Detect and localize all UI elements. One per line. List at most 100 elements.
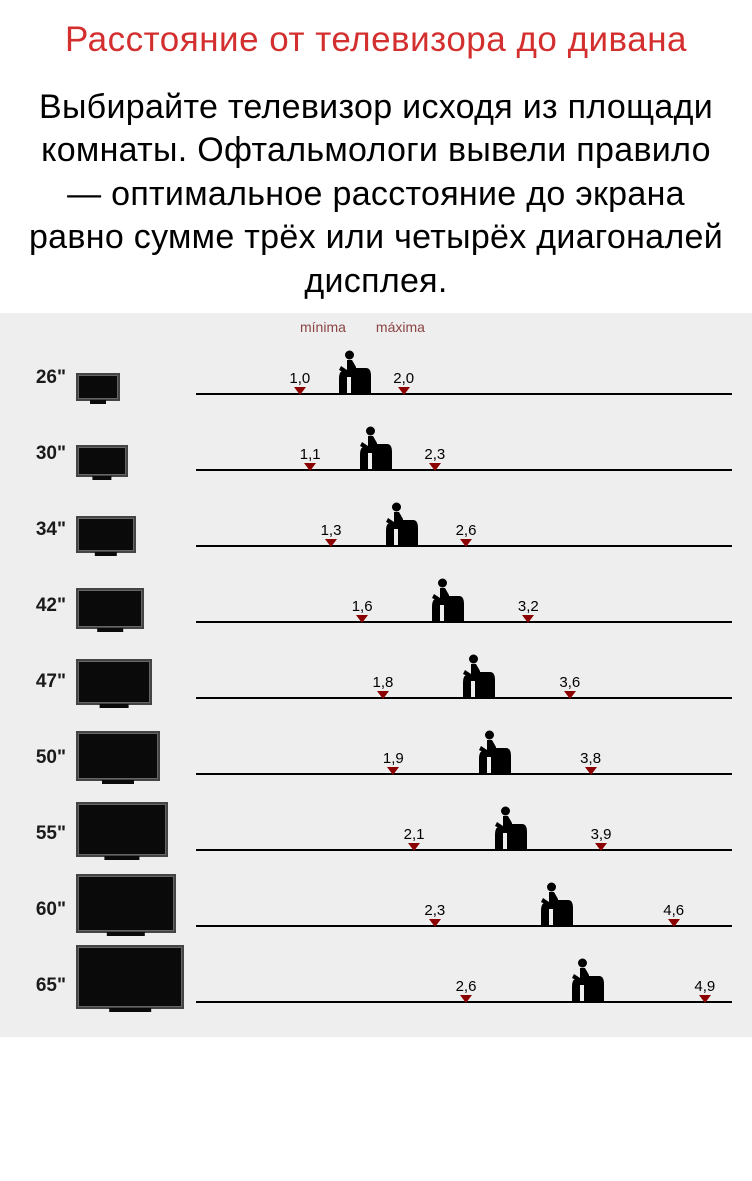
chart-row: 30" 1,1 2,3: [10, 415, 742, 479]
min-marker-icon: [304, 463, 316, 471]
max-marker-icon: [398, 387, 410, 395]
person-icon: [457, 653, 495, 697]
min-value: 2,3: [424, 902, 445, 919]
min-value: 1,1: [300, 446, 321, 463]
chart-row: 60" 2,3 4,6: [10, 871, 742, 935]
max-value: 2,6: [456, 522, 477, 539]
baseline: [196, 697, 732, 699]
tv-icon: [76, 945, 184, 1009]
min-value: 1,3: [321, 522, 342, 539]
tv-wrap: [76, 445, 196, 480]
range-wrap: 1,6 3,2: [196, 567, 742, 631]
tv-wrap: [76, 373, 196, 403]
range-wrap: 1,8 3,6: [196, 643, 742, 707]
tv-icon: [76, 731, 160, 782]
tv-icon: [76, 373, 120, 401]
chart-legend: mínima máxima: [300, 319, 425, 335]
tv-wrap: [76, 731, 196, 784]
baseline: [196, 621, 732, 623]
min-marker-icon: [377, 691, 389, 699]
tv-size-label: 60": [10, 899, 66, 935]
tv-icon: [76, 659, 152, 705]
min-value: 1,9: [383, 750, 404, 767]
max-value: 4,6: [663, 902, 684, 919]
range-wrap: 2,1 3,9: [196, 795, 742, 859]
header: Расстояние от телевизора до дивана: [0, 0, 752, 72]
range-wrap: 1,1 2,3: [196, 415, 742, 479]
baseline: [196, 393, 732, 395]
chart-row: 50" 1,9 3,8: [10, 719, 742, 783]
baseline: [196, 773, 732, 775]
max-marker-icon: [585, 767, 597, 775]
person-icon: [354, 425, 392, 469]
tv-icon: [76, 445, 128, 478]
chart-row: 55"2,13,9: [10, 795, 742, 859]
person-icon: [473, 729, 511, 773]
tv-wrap: [76, 516, 196, 555]
range-wrap: 1,02,0: [196, 339, 742, 403]
tv-wrap: [76, 874, 196, 936]
legend-min: mínima: [300, 319, 346, 335]
chart-row: 65" 2,6 4,9: [10, 947, 742, 1011]
min-marker-icon: [408, 843, 420, 851]
min-value: 2,6: [456, 978, 477, 995]
person-icon: [535, 881, 573, 925]
baseline: [196, 469, 732, 471]
tv-wrap: [76, 802, 196, 859]
baseline: [196, 925, 732, 927]
min-value: 1,6: [352, 598, 373, 615]
min-marker-icon: [387, 767, 399, 775]
person-icon: [566, 957, 604, 1001]
tv-size-label: 47": [10, 671, 66, 707]
baseline: [196, 849, 732, 851]
tv-size-label: 26": [10, 367, 66, 403]
max-marker-icon: [522, 615, 534, 623]
tv-size-label: 42": [10, 595, 66, 631]
range-wrap: 2,3 4,6: [196, 871, 742, 935]
person-icon: [489, 805, 527, 849]
tv-icon: [76, 874, 176, 934]
range-wrap: 1,3 2,6: [196, 491, 742, 555]
max-value: 3,2: [518, 598, 539, 615]
min-value: 1,8: [372, 674, 393, 691]
tv-size-label: 34": [10, 519, 66, 555]
max-marker-icon: [460, 539, 472, 547]
tv-size-label: 65": [10, 975, 66, 1011]
max-value: 3,9: [591, 826, 612, 843]
tv-icon: [76, 802, 168, 857]
max-value: 4,9: [694, 978, 715, 995]
max-marker-icon: [564, 691, 576, 699]
tv-wrap: [76, 659, 196, 707]
legend-max: máxima: [376, 319, 425, 335]
chart-area: mínima máxima 26" 1,02,0 30" 1,1 2,3 34" 1,3…: [0, 313, 752, 1037]
person-icon: [426, 577, 464, 621]
chart-row: 47" 1,8 3,6: [10, 643, 742, 707]
tv-size-label: 50": [10, 747, 66, 783]
max-marker-icon: [699, 995, 711, 1003]
max-marker-icon: [429, 463, 441, 471]
tv-icon: [76, 516, 136, 553]
chart-row: 26" 1,02,0: [10, 339, 742, 403]
tv-wrap: [76, 945, 196, 1011]
subtitle-text: Выбирайте телевизор исходя из площади ко…: [0, 72, 752, 314]
max-value: 3,8: [580, 750, 601, 767]
tv-icon: [76, 588, 144, 630]
tv-size-label: 30": [10, 443, 66, 479]
min-value: 2,1: [404, 826, 425, 843]
min-marker-icon: [460, 995, 472, 1003]
page-title: Расстояние от телевизора до дивана: [30, 18, 722, 62]
tv-wrap: [76, 588, 196, 632]
range-wrap: 1,9 3,8: [196, 719, 742, 783]
max-marker-icon: [595, 843, 607, 851]
person-icon: [333, 349, 371, 393]
min-marker-icon: [294, 387, 306, 395]
min-marker-icon: [356, 615, 368, 623]
min-marker-icon: [325, 539, 337, 547]
chart-row: 34" 1,3 2,6: [10, 491, 742, 555]
max-value: 3,6: [559, 674, 580, 691]
max-marker-icon: [668, 919, 680, 927]
max-value: 2,3: [424, 446, 445, 463]
chart-row: 42" 1,6 3,2: [10, 567, 742, 631]
range-wrap: 2,6 4,9: [196, 947, 742, 1011]
min-value: 1,0: [289, 370, 310, 387]
